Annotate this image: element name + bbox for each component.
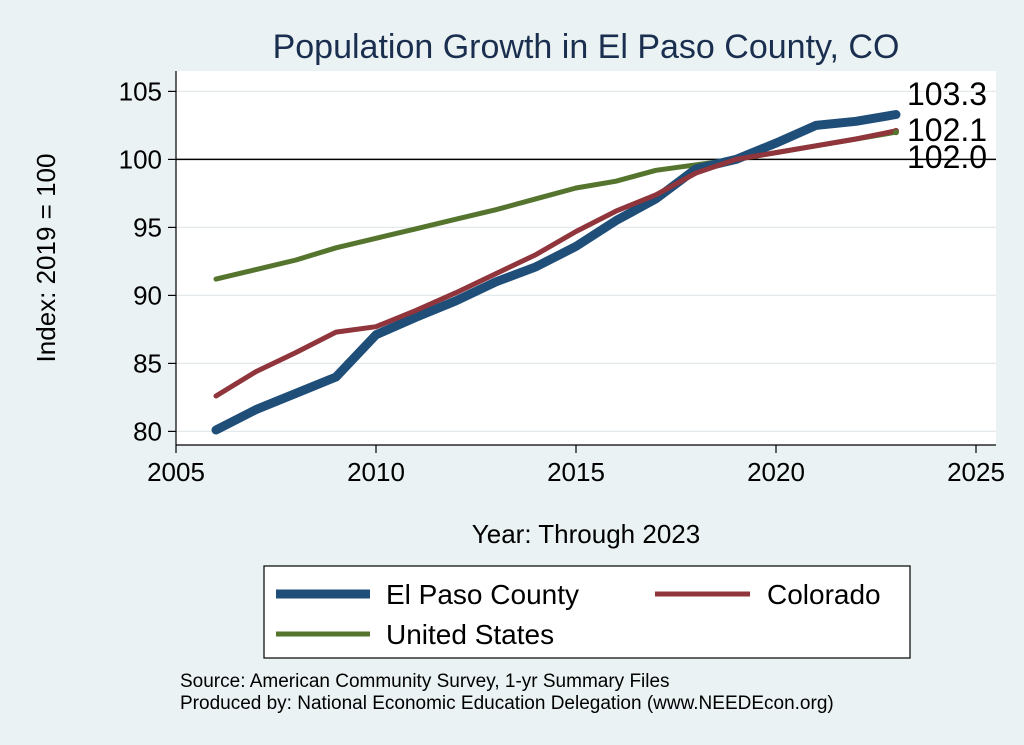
end-value-label: 102.1 (907, 112, 987, 148)
x-tick-label: 2005 (147, 457, 205, 487)
legend-label: United States (386, 619, 554, 650)
series-layer (211, 110, 901, 435)
end-value-label: 102.0 (907, 139, 987, 175)
y-axis: 80 85 90 95 100 105 (119, 71, 177, 446)
y-tick-label: 100 (119, 144, 162, 174)
end-marker (893, 111, 899, 118)
x-ticks: 2005 2010 2015 2020 2025 (147, 445, 1005, 487)
y-tick-label: 85 (133, 348, 162, 378)
y-axis-label: Index: 2019 = 100 (31, 154, 61, 363)
legend-items: El Paso County Colorado United States (276, 579, 881, 650)
x-tick-label: 2025 (947, 457, 1005, 487)
producer-note: Produced by: National Economic Education… (180, 693, 834, 714)
y-tick-label: 90 (133, 280, 162, 310)
legend-label: Colorado (767, 579, 881, 610)
series-line-colorado (213, 128, 899, 399)
y-tick-label: 95 (133, 212, 162, 242)
gridlines (176, 90, 996, 432)
series-line-el-paso-county (211, 110, 901, 435)
chart-title: Population Growth in El Paso County, CO (273, 28, 900, 66)
end-value-label: 103.3 (907, 76, 987, 112)
x-tick-label: 2015 (547, 457, 605, 487)
y-tick-label: 105 (119, 76, 162, 106)
x-axis: 2005 2010 2015 2020 2025 (147, 444, 1005, 487)
y-ticks: 80 85 90 95 100 105 (119, 76, 176, 446)
legend-label: El Paso County (386, 579, 579, 610)
source-note: Source: American Community Survey, 1-yr … (180, 671, 670, 692)
x-axis-label: Year: Through 2023 (472, 519, 700, 549)
end-marker (893, 129, 899, 136)
x-tick-label: 2010 (347, 457, 405, 487)
legend-box (263, 565, 911, 659)
legend: El Paso County Colorado United States (263, 565, 911, 659)
x-tick-label: 2020 (747, 457, 805, 487)
y-tick-label: 80 (133, 416, 162, 446)
